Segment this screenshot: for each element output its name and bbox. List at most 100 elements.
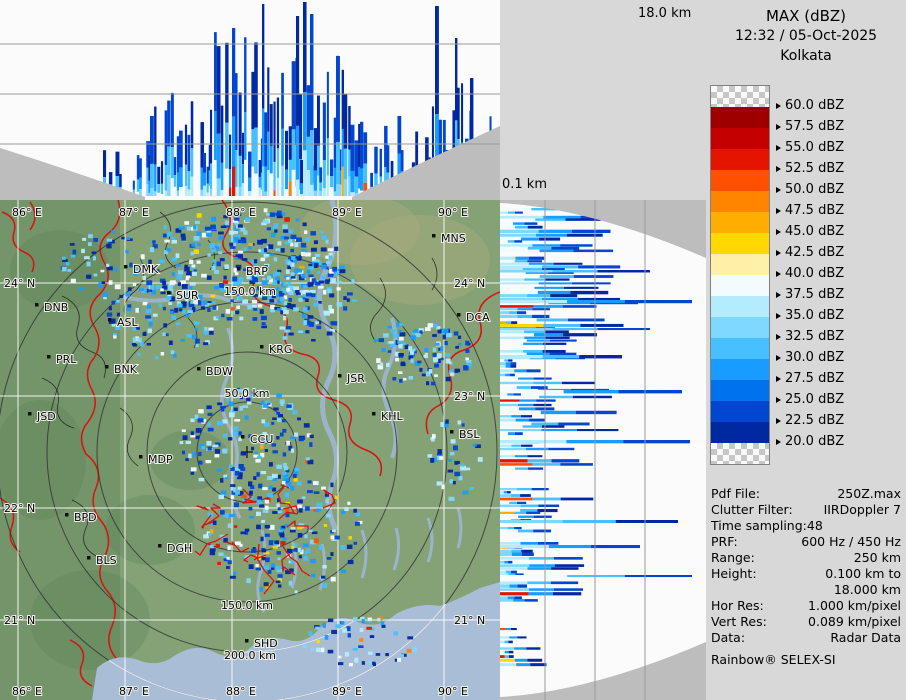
- dbz-scale-value: 52.5 dBZ: [785, 161, 845, 176]
- dbz-scale-label: 57.5 dBZ: [776, 119, 844, 135]
- latitude-label-left: 24° N: [4, 277, 35, 290]
- dbz-scale-label: 55.0 dBZ: [776, 140, 844, 156]
- vertical-cross-section-top-panel: [0, 0, 500, 200]
- city-label: DMK: [133, 263, 159, 276]
- longitude-label-top: 87° E: [119, 206, 149, 219]
- longitude-label-bottom: 88° E: [226, 685, 256, 698]
- dbz-scale-value: 32.5 dBZ: [785, 329, 845, 344]
- dbz-scale-label: 30.0 dBZ: [776, 350, 844, 366]
- scale-tick-arrow-icon: [776, 417, 781, 424]
- info-row: Pdf File: 250Z.max: [711, 486, 901, 502]
- max-height-axis-label: 18.0 km: [638, 6, 692, 21]
- reflectivity-echoes: [60, 208, 483, 667]
- city-marker: [87, 556, 91, 560]
- dbz-scale-value: 50.0 dBZ: [785, 182, 845, 197]
- dbz-scale-value: 40.0 dBZ: [785, 266, 845, 281]
- dbz-scale-label: 60.0 dBZ: [776, 98, 844, 114]
- dbz-scale-value: 57.5 dBZ: [785, 119, 845, 134]
- dbz-color-band: [711, 338, 769, 359]
- dbz-color-band: [711, 191, 769, 212]
- scale-tick-arrow-icon: [776, 375, 781, 382]
- city-marker: [372, 412, 376, 416]
- dbz-scale-label: 42.5 dBZ: [776, 245, 844, 261]
- city-marker: [197, 367, 201, 371]
- info-value: 0.089 km/pixel: [808, 614, 901, 629]
- info-value: 250 km: [853, 550, 901, 565]
- dbz-band-below-min: [711, 443, 769, 464]
- city-marker: [35, 303, 39, 307]
- city-label: BRP: [246, 265, 268, 278]
- city-label: DNB: [44, 301, 68, 314]
- dbz-scale-label: 32.5 dBZ: [776, 329, 844, 345]
- range-rings: [0, 201, 498, 700]
- longitude-label-bottom: 89° E: [332, 685, 362, 698]
- scale-tick-arrow-icon: [776, 123, 781, 130]
- dbz-scale-label: 37.5 dBZ: [776, 287, 844, 303]
- city-label: SUR: [176, 289, 199, 302]
- dbz-color-band: [711, 254, 769, 275]
- info-value: 1.000 km/pixel: [808, 598, 901, 613]
- info-value: 250Z.max: [837, 486, 901, 501]
- info-value: Radar Data: [830, 630, 901, 645]
- scale-tick-arrow-icon: [776, 186, 781, 193]
- scale-tick-arrow-icon: [776, 144, 781, 151]
- product-header: MAX (dBZ) 12:32 / 05-Oct-2025 Kolkata: [706, 0, 906, 66]
- radar-map-view[interactable]: MNS DMK BRP SUR DNB ASL DCA KRG PRL BNK BDW JSR KHL J…: [0, 200, 500, 700]
- city-marker: [124, 265, 128, 269]
- graticule: [0, 200, 500, 700]
- range-ring-label: 150.0 km: [224, 285, 276, 298]
- dbz-scale-value: 47.5 dBZ: [785, 203, 845, 218]
- city-label: MDP: [148, 453, 173, 466]
- dbz-scale-value: 27.5 dBZ: [785, 371, 845, 386]
- info-value: IIRDoppler 7: [823, 502, 901, 517]
- city-label: BLS: [96, 554, 117, 567]
- longitude-label-top: 89° E: [332, 206, 362, 219]
- dbz-color-band: [711, 359, 769, 380]
- dbz-color-band: [711, 170, 769, 191]
- city-label: JSD: [36, 410, 56, 423]
- dbz-legend-labels: 60.0 dBZ 57.5 dBZ 55.0 dBZ 52.5 dBZ 50.0 dBZ…: [706, 0, 906, 480]
- info-label: PRF:: [711, 534, 738, 549]
- dbz-scale-label: 35.0 dBZ: [776, 308, 844, 324]
- longitude-label-top: 90° E: [438, 206, 468, 219]
- city-marker: [108, 318, 112, 322]
- brand-label: Rainbow® SELEX-SI: [711, 652, 836, 667]
- out-of-range-area: [500, 200, 706, 258]
- longitude-label-bottom: 90° E: [438, 685, 468, 698]
- info-label: Clutter Filter:: [711, 502, 793, 517]
- longitude-label-top: 86° E: [12, 206, 42, 219]
- city-label: BDW: [206, 365, 233, 378]
- city-marker: [167, 291, 171, 295]
- dbz-color-band: [711, 380, 769, 401]
- info-label: Pdf File:: [711, 486, 760, 501]
- city-marker: [139, 455, 143, 459]
- dbz-colorbar: [710, 85, 770, 465]
- city-marker: [245, 639, 249, 643]
- sidebar: MAX (dBZ) 12:32 / 05-Oct-2025 Kolkata 60…: [706, 0, 906, 700]
- scale-tick-arrow-icon: [776, 165, 781, 172]
- info-row: Hor Res: 1.000 km/pixel: [711, 598, 901, 614]
- city-label: ASL: [117, 316, 139, 329]
- info-value: 48: [806, 518, 823, 533]
- dbz-scale-value: 20.0 dBZ: [785, 434, 845, 449]
- dbz-scale-value: 42.5 dBZ: [785, 245, 845, 260]
- dbz-scale-label: 47.5 dBZ: [776, 203, 844, 219]
- dbz-color-band: [711, 401, 769, 422]
- longitude-label-bottom: 86° E: [12, 685, 42, 698]
- dbz-scale-label: 27.5 dBZ: [776, 371, 844, 387]
- scale-tick-arrow-icon: [776, 228, 781, 235]
- info-row: Time sampling: 48: [711, 518, 901, 534]
- city-marker: [28, 412, 32, 416]
- city-marker: [450, 430, 454, 434]
- city-marker: [105, 365, 109, 369]
- info-row: Height: 0.100 km to 18.000 km: [711, 566, 901, 598]
- sea-area: [92, 582, 500, 700]
- latitude-label-right: 24° N: [454, 277, 485, 290]
- city-label: DGH: [167, 542, 192, 555]
- longitude-label-bottom: 87° E: [119, 685, 149, 698]
- city-marker: [65, 513, 69, 517]
- city-label: BSL: [459, 428, 480, 441]
- city-marker: [241, 435, 245, 439]
- scale-tick-arrow-icon: [776, 312, 781, 319]
